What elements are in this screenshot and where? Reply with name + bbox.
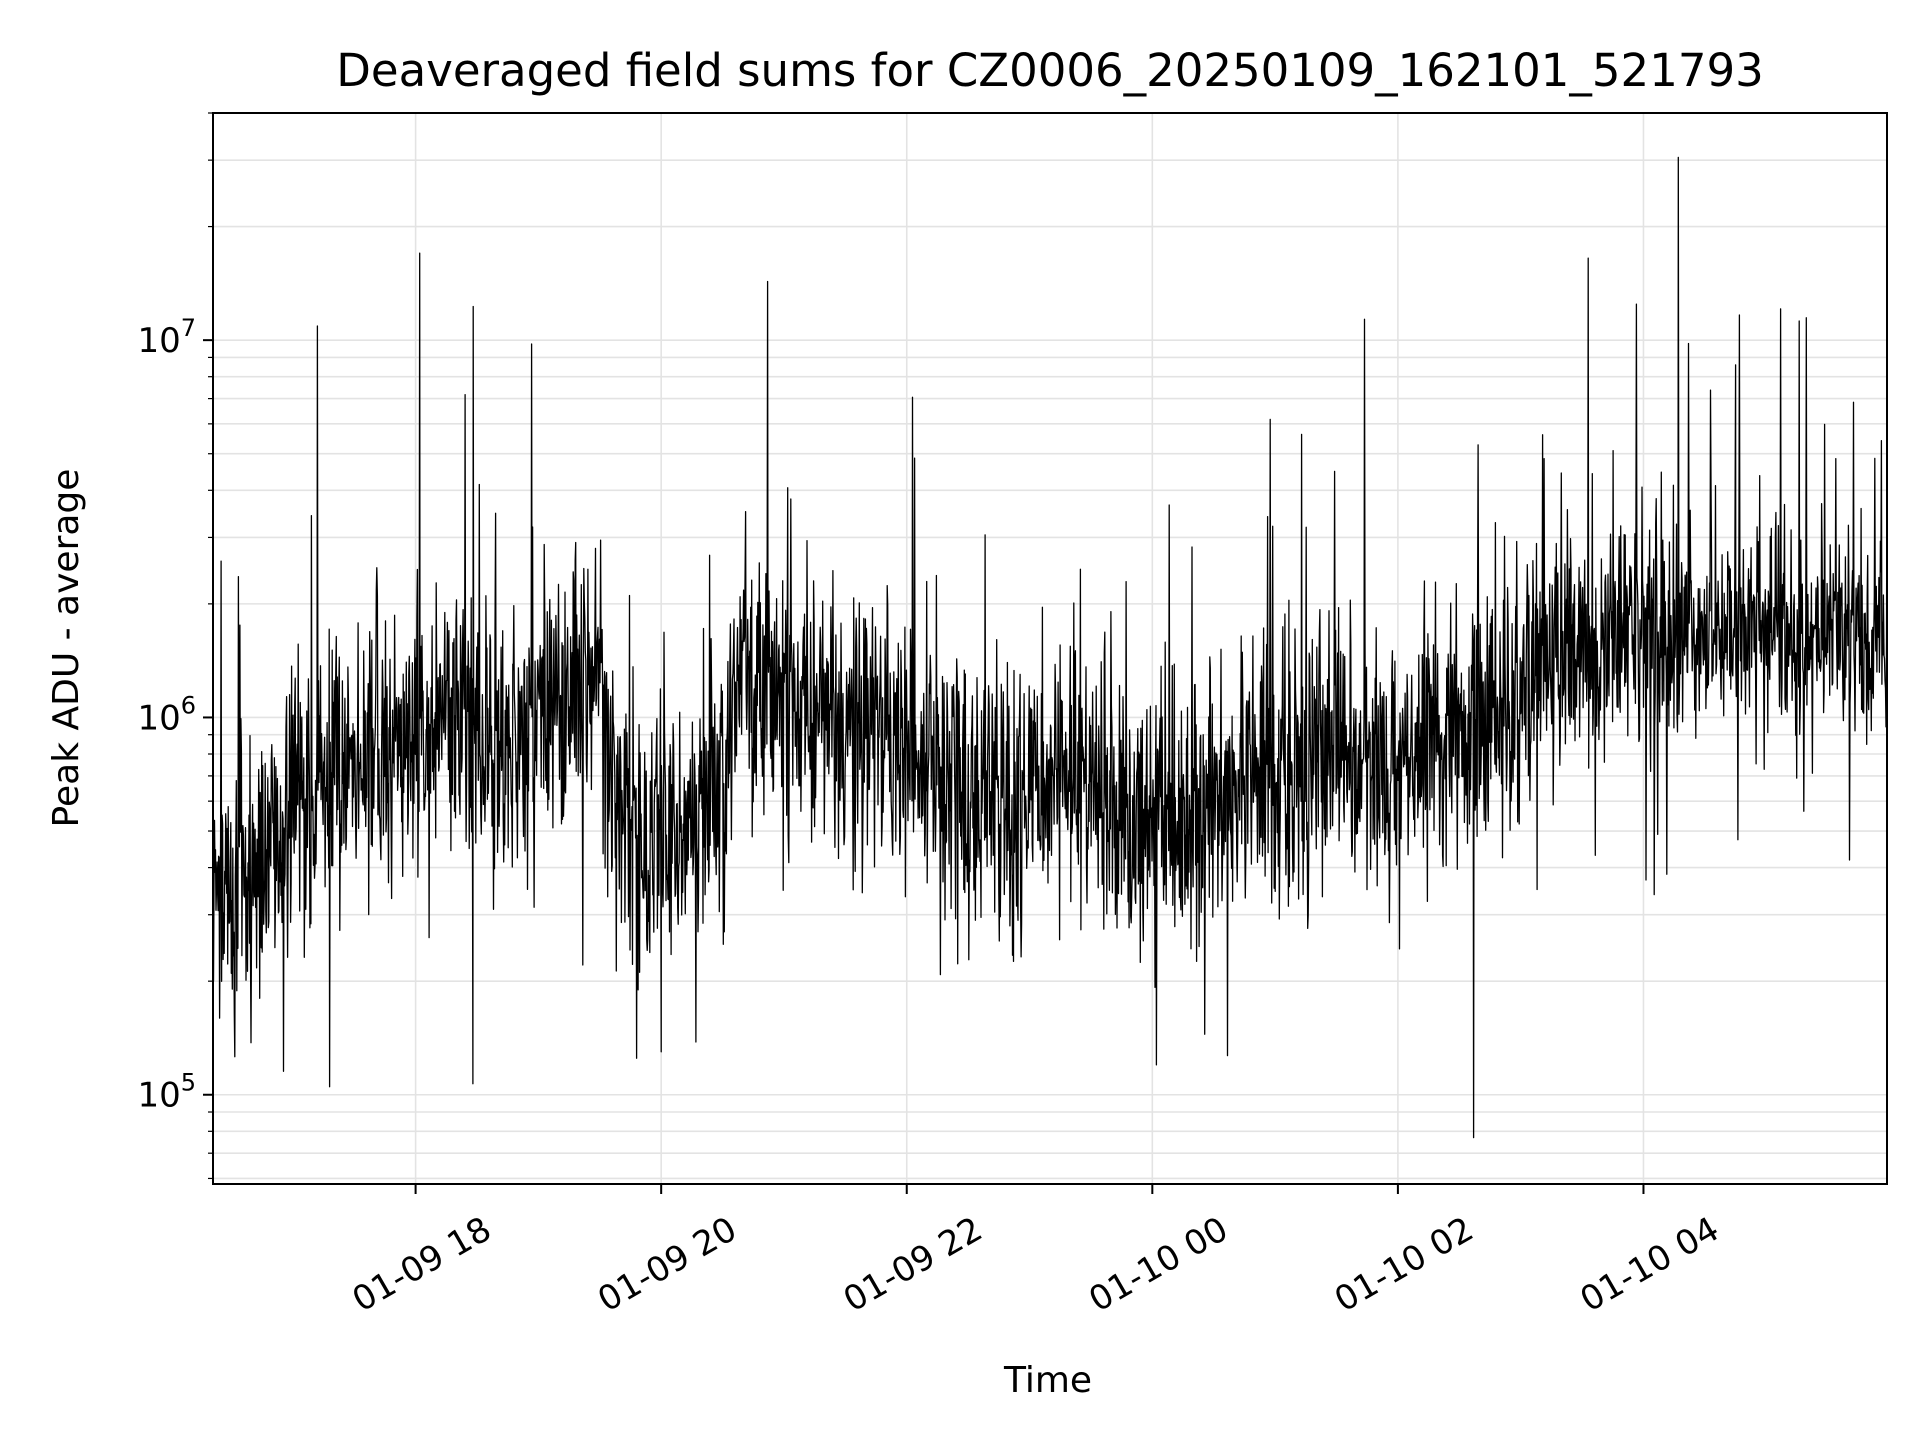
- series-line: [213, 156, 1887, 1139]
- y-tick-base: 10: [137, 321, 180, 361]
- chart-title: Deaveraged field sums for CZ0006_2025010…: [336, 44, 1763, 97]
- plot-frame: [212, 112, 1888, 1185]
- y-tick-label: 106: [137, 691, 196, 738]
- y-tick-base: 10: [137, 1076, 180, 1116]
- y-tick-base: 10: [137, 698, 180, 738]
- y-tick-exponent: 7: [181, 314, 196, 342]
- y-tick-exponent: 6: [181, 691, 196, 719]
- y-axis-label: Peak ADU - average: [46, 469, 87, 828]
- x-axis-label: Time: [1003, 1360, 1092, 1401]
- y-tick-label: 105: [137, 1069, 196, 1116]
- plot-area: [213, 156, 1887, 1139]
- y-tick-label: 107: [137, 314, 196, 361]
- y-tick-exponent: 5: [181, 1069, 196, 1097]
